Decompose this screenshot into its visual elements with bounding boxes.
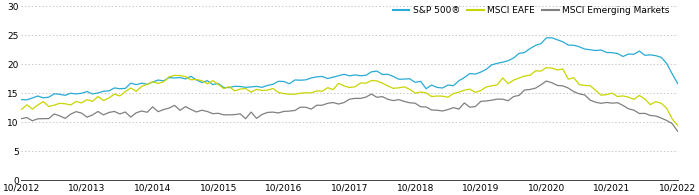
Legend: S&P 500®, MSCI EAFE, MSCI Emerging Markets: S&P 500®, MSCI EAFE, MSCI Emerging Marke… — [389, 2, 673, 18]
